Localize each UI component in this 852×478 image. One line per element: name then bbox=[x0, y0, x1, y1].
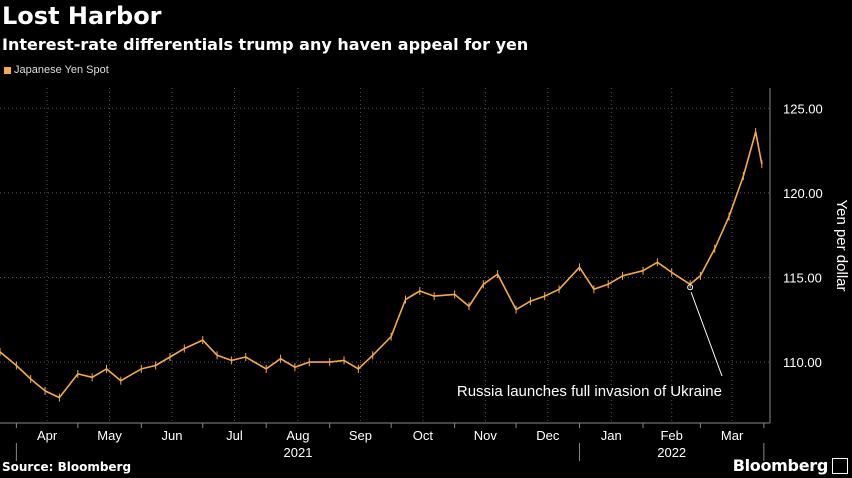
x-tick-label: Jun bbox=[162, 428, 183, 443]
x-tick-label: Jul bbox=[226, 428, 243, 443]
legend: Japanese Yen Spot bbox=[4, 64, 109, 76]
x-tick-label: May bbox=[97, 428, 122, 443]
x-tick-label: Oct bbox=[413, 428, 434, 443]
chart-subtitle: Interest-rate differentials trump any ha… bbox=[2, 35, 529, 54]
brand-mark-icon bbox=[832, 458, 848, 474]
series-line-yen-spot bbox=[0, 131, 763, 399]
y-tick-label: 125.00 bbox=[783, 101, 823, 116]
y-tick-label: 110.00 bbox=[783, 355, 822, 370]
year-label: 2022 bbox=[657, 445, 686, 460]
y-tick-label: 120.00 bbox=[783, 186, 823, 201]
x-tick-label: Sep bbox=[349, 428, 372, 443]
x-tick-label: Dec bbox=[536, 428, 560, 443]
y-tick-label: 115.00 bbox=[783, 270, 822, 285]
annotation-leader-line bbox=[690, 292, 723, 377]
x-tick-label: Jan bbox=[601, 428, 622, 443]
year-label: 2021 bbox=[284, 445, 313, 460]
legend-label: Japanese Yen Spot bbox=[14, 64, 109, 76]
brand-logo: Bloomberg bbox=[732, 456, 829, 475]
y-axis-label: Yen per dollar bbox=[833, 199, 850, 291]
x-tick-label: Nov bbox=[474, 428, 498, 443]
chart-title: Lost Harbor bbox=[2, 2, 162, 30]
x-tick-label: Mar bbox=[721, 428, 744, 443]
x-tick-label: Feb bbox=[660, 428, 682, 443]
source-note: Source: Bloomberg bbox=[2, 460, 132, 474]
annotation-label: Russia launches full invasion of Ukraine bbox=[457, 383, 722, 400]
x-tick-label: Aug bbox=[286, 428, 309, 443]
annotation-marker bbox=[687, 284, 694, 291]
x-tick-label: Apr bbox=[37, 428, 58, 443]
legend-swatch bbox=[4, 66, 11, 74]
